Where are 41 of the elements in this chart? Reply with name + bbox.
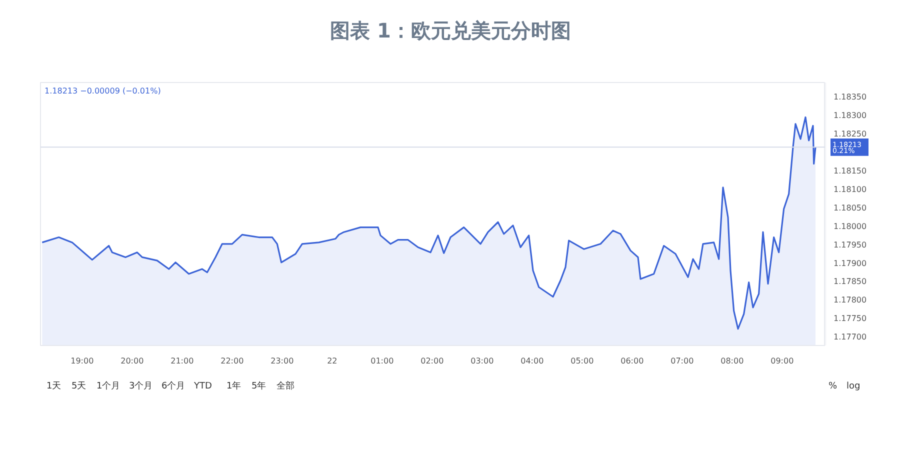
y-tick-label: 1.17700 [834, 332, 867, 342]
x-tick-label: 07:00 [670, 356, 694, 366]
y-tick-label: 1.17900 [834, 258, 867, 268]
x-tick-label: 06:00 [620, 356, 644, 366]
x-tick-label: 02:00 [420, 356, 444, 366]
y-tick-label: 1.18250 [834, 129, 867, 138]
x-tick-label: 21:00 [170, 356, 194, 366]
y-tick-label: 1.18350 [834, 92, 867, 102]
y-tick-label: 1.17950 [834, 240, 867, 250]
x-tick-label: 01:00 [370, 356, 394, 366]
x-tick-label: 20:00 [120, 356, 144, 366]
x-tick-label: 22:00 [220, 356, 244, 366]
text: 6个月 [162, 380, 186, 392]
y-tick-label: 1.18100 [834, 184, 867, 194]
x-tick-label: 19:00 [70, 356, 94, 366]
text: 全部 [276, 380, 294, 392]
y-tick-label: 1.18000 [834, 222, 867, 231]
y-tick-label: 1.18150 [834, 166, 867, 176]
text: 5天 [72, 380, 86, 392]
y-tick-label: 1.18300 [834, 111, 867, 120]
text: 5年 [252, 380, 266, 392]
chart-title: 图表 1：欧元兑美元分时图 [330, 18, 571, 42]
x-tick-label: 23:00 [270, 356, 294, 366]
text: 1年 [226, 380, 242, 392]
text: YTD [193, 382, 212, 392]
x-tick-label: 04:00 [520, 356, 544, 366]
x-tick-label: 08:00 [720, 356, 744, 366]
text: 1天 [46, 380, 62, 392]
x-tick-label: 05:00 [570, 356, 594, 366]
x-tick-label: 22 [327, 356, 338, 366]
y-tick-label: 1.17800 [834, 296, 867, 305]
y-tick-label: 1.17850 [834, 277, 867, 286]
text: % [828, 382, 838, 392]
text: 1个月 [96, 380, 120, 392]
x-tick-label: 03:00 [470, 356, 494, 366]
text: log [846, 382, 860, 392]
annotation: 1.18213 −0.00009 (−0.01%) [44, 86, 161, 96]
x-tick-label: 09:00 [770, 356, 794, 366]
y-tick-label: 1.18050 [834, 203, 867, 212]
text: 3个月 [129, 380, 153, 392]
y-tick-label: 1.17750 [834, 314, 867, 324]
